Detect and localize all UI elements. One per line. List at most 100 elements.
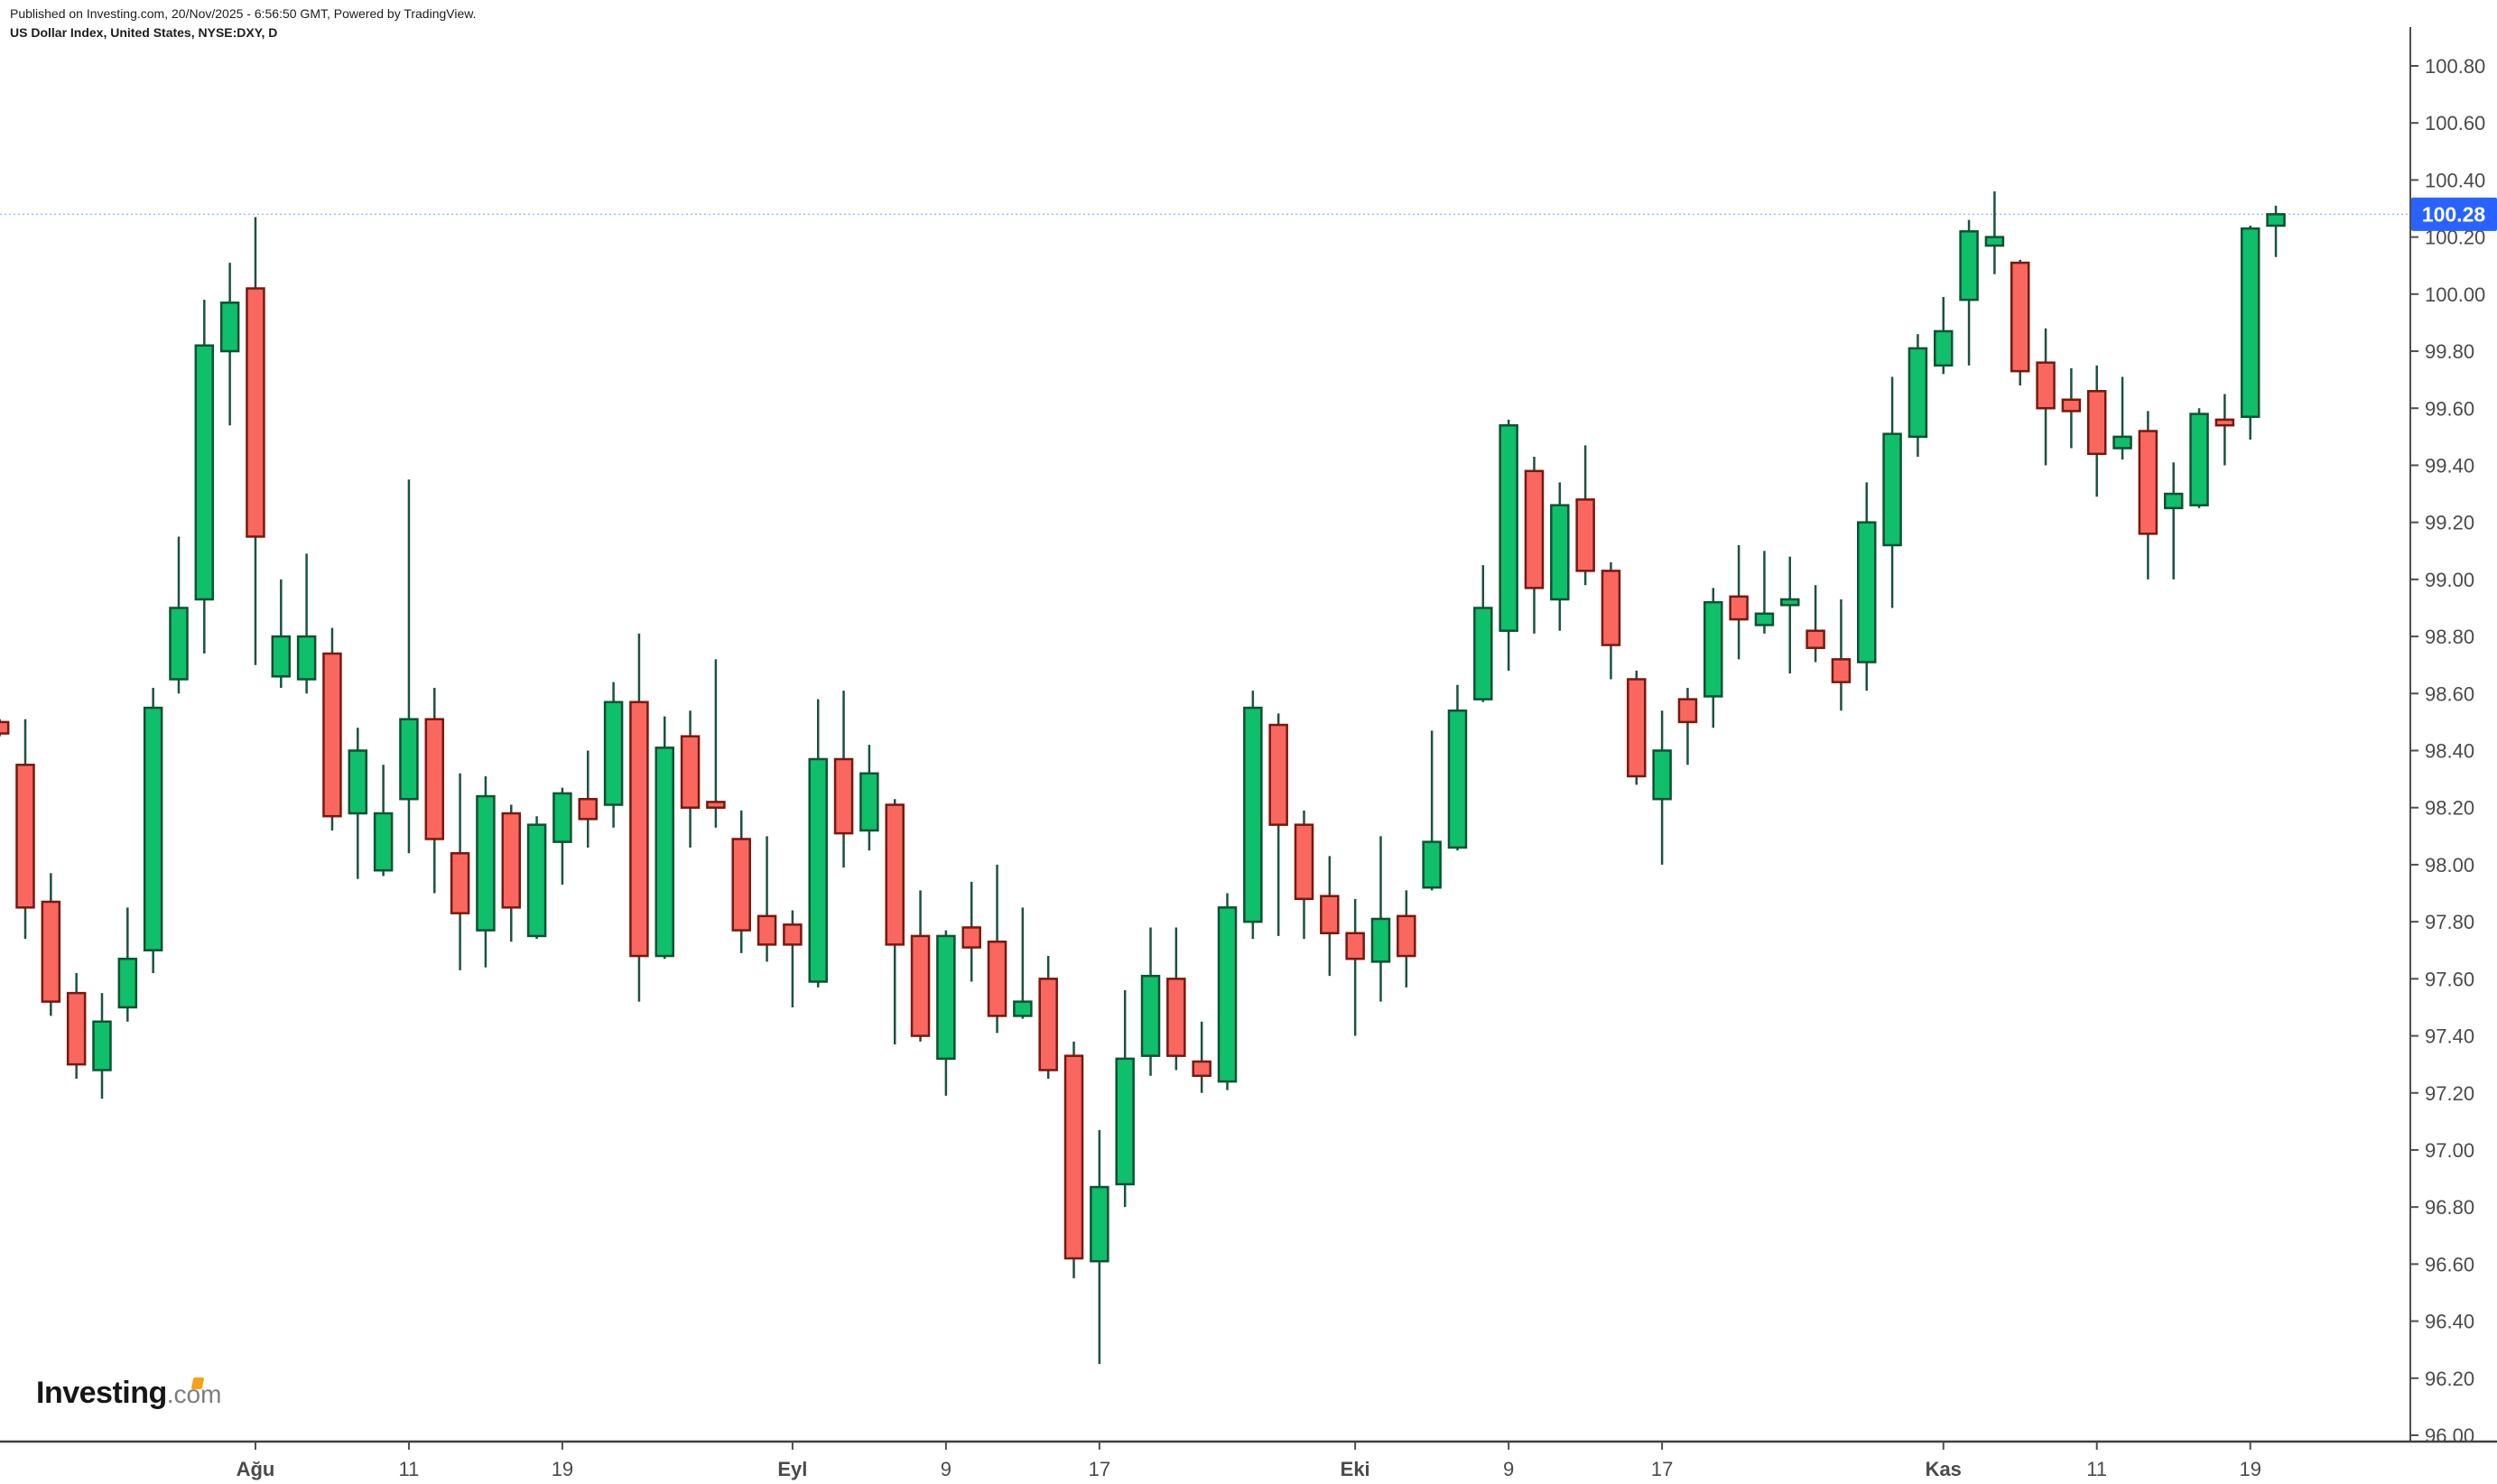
candle-1-eki bbox=[1345, 932, 1365, 960]
candle-29-eki bbox=[1857, 521, 1877, 663]
candle-29-jul bbox=[169, 607, 189, 681]
candle-21-eki bbox=[1703, 600, 1723, 698]
x-tick-label: Ağu bbox=[237, 1458, 275, 1480]
candle-23-eyl bbox=[1192, 1060, 1211, 1078]
y-tick-label: 96.00 bbox=[2425, 1424, 2474, 1447]
candle-6-eki bbox=[1422, 840, 1442, 889]
candle-11-kas bbox=[2086, 390, 2107, 456]
candle-2-eki bbox=[1370, 917, 1391, 963]
candle-20-eki bbox=[1677, 698, 1698, 724]
candle-26-ağu bbox=[680, 735, 701, 809]
candle-28-ağu bbox=[731, 838, 751, 932]
y-tick-label: 98.60 bbox=[2425, 682, 2474, 705]
candle-28-eki bbox=[1831, 658, 1852, 683]
candle-15-eki bbox=[1601, 570, 1621, 646]
candle-8-eyl bbox=[910, 934, 931, 1037]
candle-30-jul bbox=[194, 344, 215, 601]
candle-12-ağu bbox=[424, 718, 445, 840]
candle-21-ağu bbox=[603, 700, 624, 806]
y-tick-label: 97.80 bbox=[2425, 911, 2474, 933]
candle-7-ağu bbox=[348, 749, 368, 815]
y-tick-label: 98.40 bbox=[2425, 740, 2474, 763]
y-tick-label: 98.00 bbox=[2425, 854, 2474, 876]
candle-3-eki bbox=[1397, 914, 1416, 958]
candle-16-eyl bbox=[1063, 1054, 1084, 1260]
candle-18-jul bbox=[0, 720, 10, 735]
logo-brand: Investing bbox=[36, 1376, 167, 1410]
candle-11-eyl bbox=[987, 940, 1007, 1017]
candle-14-eki bbox=[1575, 498, 1595, 572]
x-tick-label: 9 bbox=[1503, 1458, 1514, 1480]
y-tick-label: 100.60 bbox=[2425, 112, 2485, 134]
candle-12-kas bbox=[2112, 435, 2132, 450]
candle-25-eyl bbox=[1243, 706, 1263, 923]
candle-6-ağu bbox=[322, 652, 342, 818]
candle-15-ağu bbox=[501, 812, 522, 909]
candle-27-ağu bbox=[706, 801, 726, 809]
candle-29-eyl bbox=[1294, 823, 1314, 901]
candle-5-ağu bbox=[296, 635, 317, 681]
x-tick-label: 19 bbox=[2239, 1458, 2260, 1480]
candle-31-jul bbox=[219, 301, 240, 353]
y-tick-label: 96.20 bbox=[2425, 1368, 2474, 1390]
candle-5-eyl bbox=[885, 803, 905, 946]
candle-19-kas bbox=[2240, 227, 2260, 418]
candle-16-eki bbox=[1627, 678, 1647, 778]
y-tick-label: 97.20 bbox=[2425, 1082, 2474, 1105]
candle-17-eki bbox=[1652, 749, 1672, 801]
y-tick-label: 97.00 bbox=[2425, 1139, 2474, 1162]
y-tick-label: 96.60 bbox=[2425, 1253, 2474, 1275]
candle-25-ağu bbox=[654, 747, 674, 958]
candle-22-ağu bbox=[629, 700, 649, 958]
candle-18-eyl bbox=[1115, 1057, 1135, 1186]
x-tick-label: Eyl bbox=[777, 1458, 807, 1480]
candle-29-ağu bbox=[757, 914, 777, 946]
instrument-title: US Dollar Index, United States, NYSE:DXY… bbox=[10, 25, 278, 40]
candle-8-ağu bbox=[373, 812, 394, 872]
last-price-value: 100.28 bbox=[2422, 202, 2486, 226]
candle-3-eyl bbox=[833, 757, 854, 835]
investing-logo: Investing.com bbox=[36, 1376, 221, 1411]
candle-28-jul bbox=[143, 706, 163, 951]
candle-13-eki bbox=[1550, 504, 1570, 601]
candle-4-kas bbox=[1959, 230, 1979, 301]
y-tick-label: 96.80 bbox=[2425, 1196, 2474, 1219]
candle-18-ağu bbox=[526, 823, 547, 938]
candle-27-eki bbox=[1805, 629, 1825, 649]
candle-23-jul bbox=[66, 991, 87, 1066]
candle-19-eyl bbox=[1140, 974, 1161, 1057]
candle-10-eki bbox=[1524, 469, 1545, 589]
candle-30-eki bbox=[1882, 432, 1902, 547]
candle-12-eyl bbox=[1013, 1000, 1033, 1017]
candle-21-jul bbox=[15, 764, 35, 909]
candle-1-ağu bbox=[246, 287, 265, 538]
candle-26-eyl bbox=[1268, 723, 1288, 826]
y-tick-label: 99.00 bbox=[2425, 569, 2474, 591]
candle-7-eki bbox=[1447, 710, 1468, 849]
candle-1-eyl bbox=[783, 923, 803, 946]
y-tick-label: 98.20 bbox=[2425, 797, 2474, 820]
candle-15-eyl bbox=[1038, 978, 1058, 1071]
candle-20-ağu bbox=[578, 797, 599, 821]
candle-4-eyl bbox=[859, 772, 879, 832]
candle-3-kas bbox=[1934, 329, 1954, 367]
y-tick-label: 97.60 bbox=[2425, 968, 2474, 990]
candle-22-eki bbox=[1729, 595, 1749, 621]
candle-14-kas bbox=[2163, 492, 2184, 510]
candle-11-ağu bbox=[399, 718, 419, 801]
candle-14-ağu bbox=[476, 794, 496, 932]
candle-2-eyl bbox=[808, 757, 828, 983]
x-tick-label: 11 bbox=[2086, 1458, 2107, 1480]
candle-24-jul bbox=[92, 1020, 112, 1071]
y-tick-label: 99.40 bbox=[2425, 454, 2474, 477]
last-price-tag bbox=[2411, 197, 2497, 231]
candle-24-eki bbox=[1780, 598, 1800, 607]
candle-31-eki bbox=[1908, 347, 1928, 439]
candle-6-kas bbox=[2010, 261, 2030, 373]
candle-22-jul bbox=[41, 900, 61, 1003]
candle-9-eki bbox=[1499, 423, 1518, 633]
y-tick-label: 100.80 bbox=[2425, 55, 2485, 78]
candle-4-ağu bbox=[271, 635, 292, 678]
y-tick-label: 100.00 bbox=[2425, 283, 2485, 306]
